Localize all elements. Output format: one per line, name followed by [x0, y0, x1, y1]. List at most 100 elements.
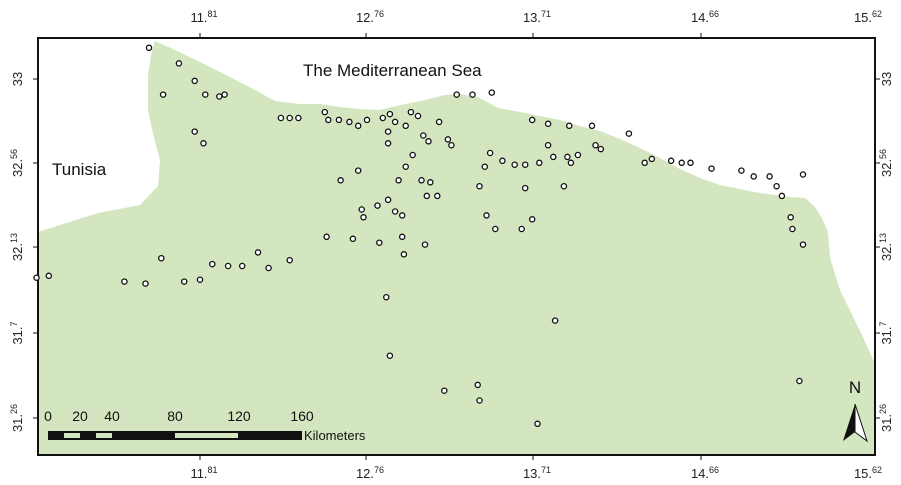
station-point	[453, 91, 460, 98]
scale-unit-label: Kilometers	[304, 428, 366, 443]
station-point	[277, 114, 285, 122]
north-arrow-icon: N	[843, 378, 868, 443]
station-point	[254, 249, 262, 256]
station-point	[421, 241, 429, 248]
station-point	[238, 262, 246, 270]
station-point	[796, 377, 803, 385]
station-point	[483, 212, 490, 219]
lat-label-right-4: 31.7	[878, 321, 894, 344]
station-point	[486, 149, 494, 157]
station-point	[667, 157, 675, 165]
station-point	[799, 241, 807, 248]
station-point	[528, 216, 536, 223]
station-point	[574, 151, 582, 159]
station-point	[376, 239, 383, 246]
station-point	[384, 128, 392, 135]
scale-segment	[175, 433, 238, 438]
station-point	[191, 128, 198, 135]
station-point	[196, 276, 204, 283]
station-point	[588, 122, 596, 130]
station-point	[592, 141, 599, 149]
lat-label-right-1: 33	[879, 72, 894, 86]
lon-label-top-2: 12.76	[356, 9, 384, 25]
station-point	[418, 177, 425, 184]
station-point	[221, 91, 228, 98]
station-point	[391, 118, 399, 126]
station-point	[209, 260, 216, 268]
station-point	[550, 153, 557, 161]
station-point	[354, 122, 362, 130]
scale-segment	[96, 433, 112, 438]
lat-label-right-5: 31.26	[878, 404, 894, 432]
station-point	[121, 278, 128, 285]
scale-number: 20	[72, 408, 88, 424]
station-point	[544, 120, 552, 128]
scale-number: 80	[167, 408, 183, 424]
station-point	[360, 214, 367, 221]
lon-label-top-4: 14.66	[691, 9, 719, 25]
station-point	[386, 352, 394, 359]
station-point	[398, 233, 406, 241]
station-point	[354, 167, 362, 174]
station-point	[423, 192, 431, 200]
station-point	[335, 116, 343, 124]
station-point	[420, 132, 427, 139]
station-point	[564, 153, 571, 161]
station-point	[511, 161, 518, 168]
station-point	[265, 264, 272, 272]
tick-marks	[33, 33, 880, 460]
north-label: N	[849, 378, 861, 397]
station-point	[216, 93, 223, 100]
station-point	[145, 44, 153, 52]
station-point	[175, 60, 183, 67]
scale-number: 40	[104, 408, 120, 424]
station-point	[476, 397, 483, 404]
station-points	[33, 44, 807, 428]
lon-label-bottom-2: 12.76	[356, 465, 384, 481]
station-point	[492, 225, 499, 233]
station-point	[536, 159, 543, 167]
station-point	[687, 159, 694, 167]
lat-label-right-2: 32.56	[878, 149, 894, 177]
station-point	[427, 179, 434, 186]
lon-label-top-1: 11.81	[190, 9, 217, 25]
station-point	[778, 192, 786, 200]
station-point	[488, 89, 496, 96]
station-point	[384, 196, 392, 204]
country-label: Tunisia	[52, 160, 107, 179]
station-point	[337, 177, 344, 184]
station-point	[142, 280, 149, 287]
station-point	[414, 112, 422, 120]
station-point	[474, 381, 481, 389]
station-point	[358, 206, 365, 213]
lat-label-right-3: 32.13	[878, 233, 894, 261]
station-point	[321, 108, 329, 116]
station-point	[528, 116, 536, 124]
station-point	[738, 167, 745, 174]
lat-label-left-2: 32.56	[9, 149, 25, 177]
station-point	[544, 141, 552, 149]
station-point	[379, 114, 387, 122]
scale-bar: 0 20 40 80 120 160 Kilometers	[44, 408, 366, 443]
station-point	[444, 136, 452, 143]
station-point	[476, 182, 483, 190]
station-point	[425, 138, 432, 145]
station-point	[159, 91, 167, 98]
station-point	[295, 114, 302, 122]
station-point	[224, 262, 232, 270]
station-point	[518, 225, 525, 233]
lat-label-left-4: 31.7	[9, 321, 25, 344]
lon-label-bottom-3: 13.71	[523, 465, 551, 481]
sea-label: The Mediterranean Sea	[303, 61, 482, 80]
station-point	[434, 192, 441, 200]
station-point	[750, 173, 757, 180]
scale-number: 120	[227, 408, 251, 424]
station-point	[521, 184, 529, 192]
station-point	[325, 116, 332, 124]
station-point	[384, 140, 392, 147]
lon-label-bottom-5: 15.62	[854, 465, 882, 481]
station-point	[435, 118, 443, 126]
station-point	[567, 159, 575, 167]
station-point	[625, 130, 633, 137]
